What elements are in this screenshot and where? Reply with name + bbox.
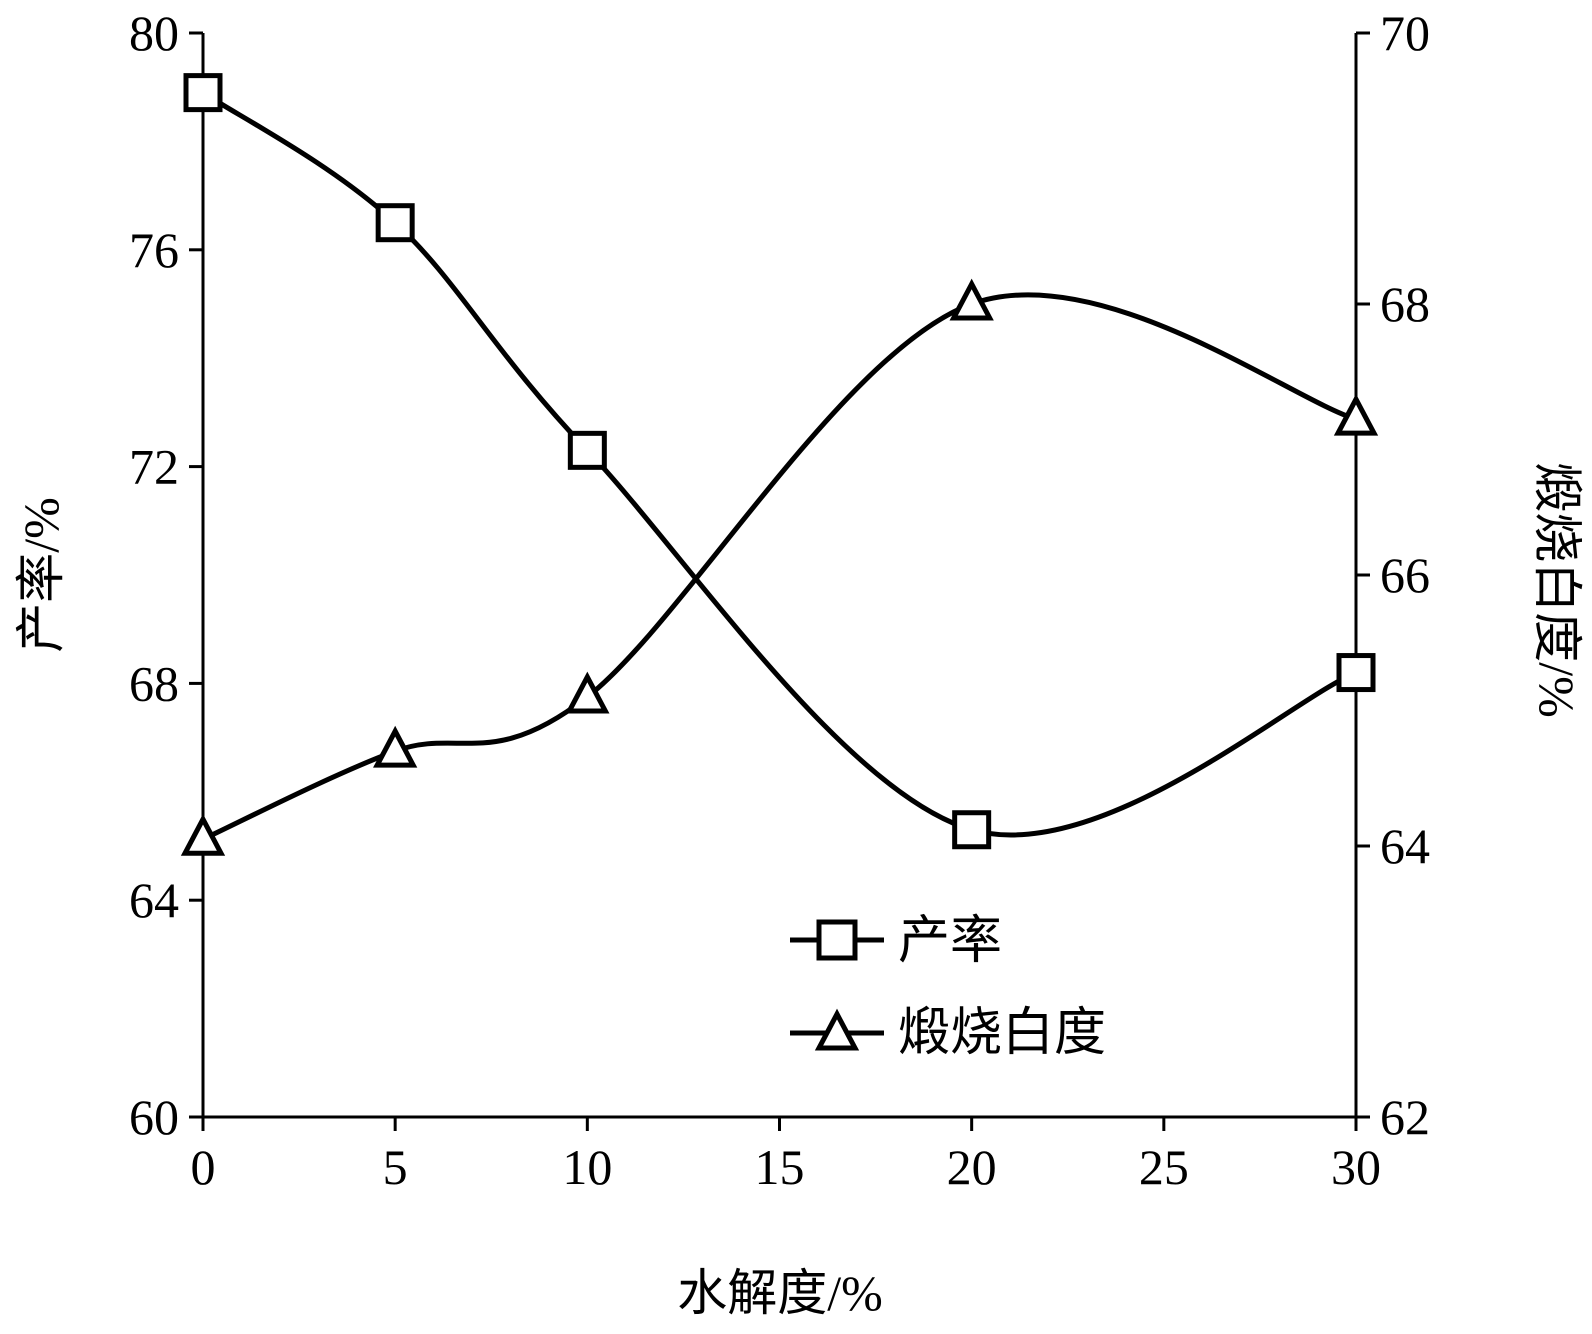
x-tick-label: 20	[947, 1139, 997, 1195]
series-line-whiteness	[201, 292, 1357, 842]
right-tick-label: 70	[1380, 5, 1430, 61]
point-yield	[1336, 653, 1376, 693]
series	[180, 73, 1379, 856]
point-whiteness	[180, 813, 226, 856]
left-tick-label: 72	[129, 439, 179, 495]
left-tick-label: 60	[129, 1089, 179, 1145]
point-yield	[567, 430, 607, 470]
ticks: 0 5 10 15 20 25 30 60 64 68 72 76 80 62 64 66 68 70	[129, 5, 1430, 1195]
right-tick-label: 62	[1380, 1089, 1430, 1145]
x-axis-title: 水解度/%	[677, 1265, 883, 1321]
left-axis-title: 产率/%	[13, 497, 69, 653]
point-yield	[375, 203, 415, 243]
point-whiteness	[1333, 393, 1379, 436]
left-tick-label: 68	[129, 655, 179, 711]
series-line-yield	[201, 90, 1357, 838]
legend-marker-triangle	[814, 1008, 860, 1051]
point-whiteness	[949, 278, 994, 321]
right-tick-label: 64	[1380, 818, 1430, 874]
x-tick-label: 15	[755, 1139, 805, 1195]
legend-marker-square	[816, 919, 858, 961]
left-tick-label: 80	[129, 5, 179, 61]
legend-label-yield: 产率	[898, 913, 1002, 970]
right-tick-label: 66	[1380, 547, 1430, 603]
right-axis-title: 煅烧白度/%	[1529, 462, 1585, 718]
left-tick-label: 64	[129, 872, 179, 928]
x-tick-label: 5	[383, 1139, 408, 1195]
point-yield	[183, 73, 223, 113]
x-tick-label: 25	[1139, 1139, 1189, 1195]
x-tick-label: 0	[191, 1139, 216, 1195]
legend-label-whiteness: 煅烧白度	[898, 1005, 1106, 1062]
x-tick-label: 10	[562, 1139, 612, 1195]
point-yield	[952, 810, 992, 850]
legend-item-yield: 产率	[790, 913, 1002, 970]
axes	[201, 33, 1358, 1119]
point-whiteness	[373, 725, 418, 768]
right-tick-label: 68	[1380, 276, 1430, 332]
point-whiteness	[565, 671, 610, 714]
left-tick-label: 76	[129, 222, 179, 278]
x-tick-label: 30	[1331, 1139, 1381, 1195]
legend: 产率 煅烧白度	[790, 913, 1106, 1062]
legend-item-whiteness: 煅烧白度	[790, 1005, 1106, 1062]
